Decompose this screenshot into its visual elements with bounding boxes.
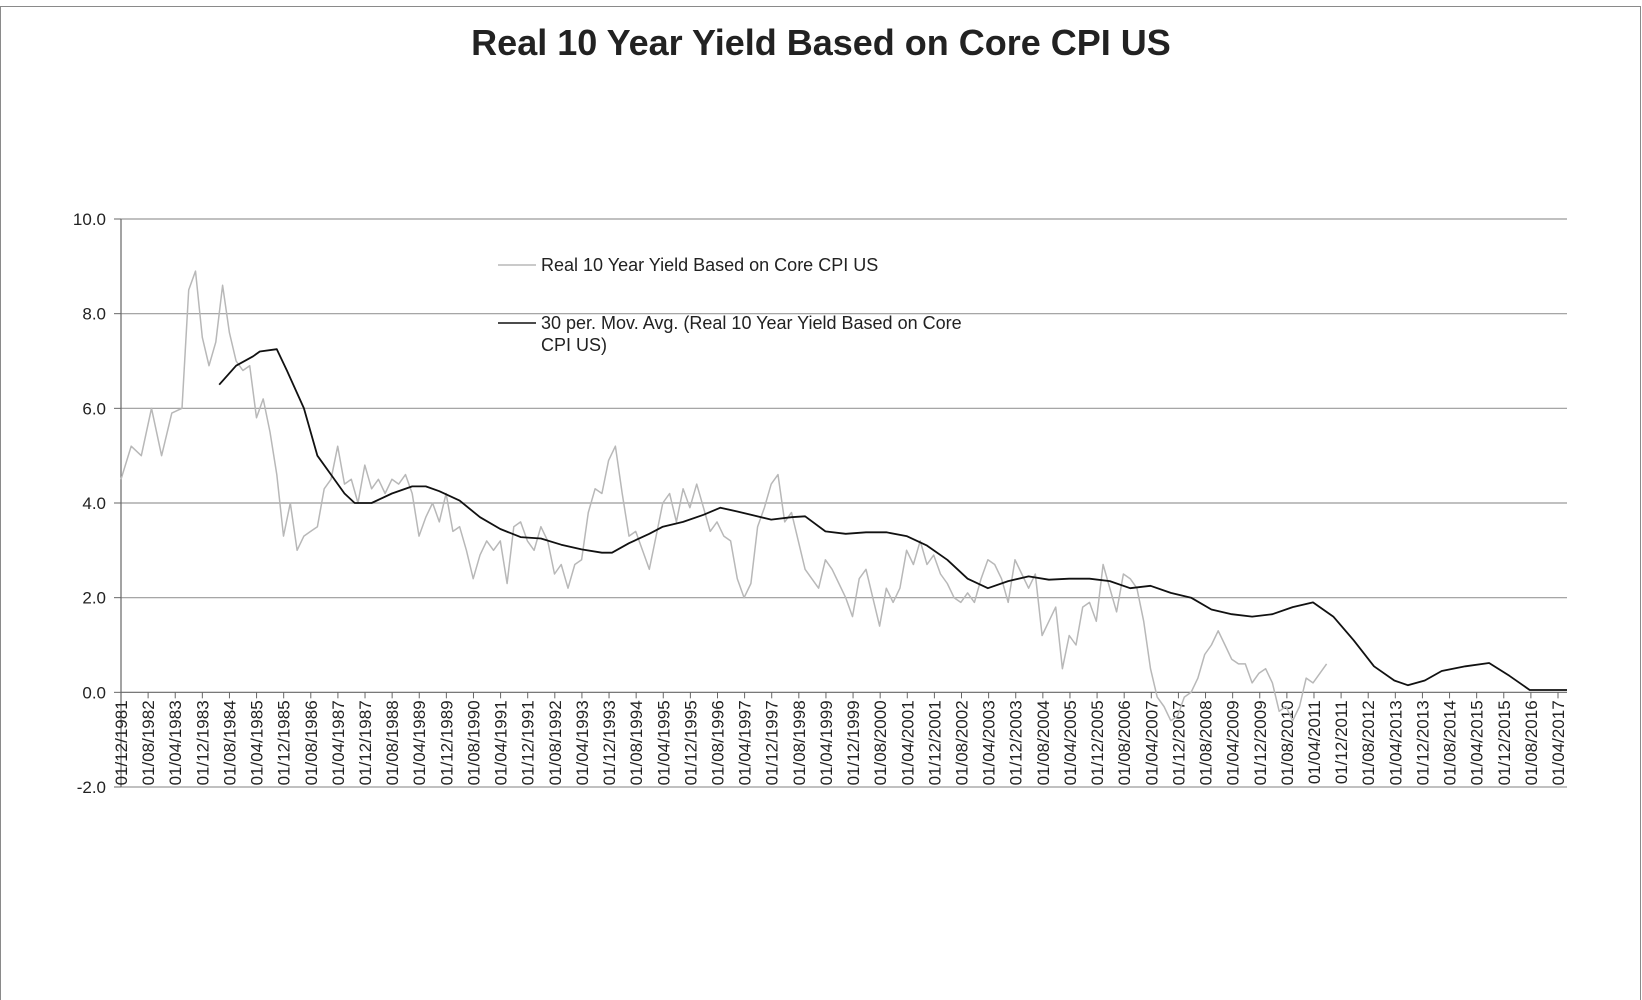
legend-label-moving-average-cont: CPI US) xyxy=(541,335,607,355)
series-moving-average-line xyxy=(218,348,1567,691)
xtick-label-14: 01/04/1991 xyxy=(492,700,511,785)
xtick-label-23: 01/04/1997 xyxy=(736,700,755,785)
xtick-label-37: 01/08/2006 xyxy=(1115,700,1134,785)
xtick-label-51: 01/12/2015 xyxy=(1495,700,1514,785)
xtick-label-20: 01/04/1995 xyxy=(654,700,673,785)
xtick-label-1: 01/08/1982 xyxy=(139,700,158,785)
legend: Real 10 Year Yield Based on Core CPI US … xyxy=(498,255,962,355)
xtick-label-22: 01/08/1996 xyxy=(708,700,727,785)
xtick-label-27: 01/12/1999 xyxy=(844,700,863,785)
xtick-label-38: 01/04/2007 xyxy=(1142,700,1161,785)
xtick-label-36: 01/12/2005 xyxy=(1088,700,1107,785)
ytick-label-1: 8.0 xyxy=(82,305,106,324)
xtick-label-11: 01/04/1989 xyxy=(410,700,429,785)
xtick-label-13: 01/08/1990 xyxy=(464,700,483,785)
xtick-label-30: 01/12/2001 xyxy=(925,700,944,785)
xtick-label-17: 01/04/1993 xyxy=(573,700,592,785)
xtick-label-52: 01/08/2016 xyxy=(1522,700,1541,785)
xtick-label-33: 01/12/2003 xyxy=(1007,700,1026,785)
xtick-label-41: 01/04/2009 xyxy=(1224,700,1243,785)
chart-frame xyxy=(0,6,1641,1000)
xtick-label-40: 01/08/2008 xyxy=(1197,700,1216,785)
xtick-label-32: 01/04/2003 xyxy=(980,700,999,785)
xtick-label-10: 01/08/1988 xyxy=(383,700,402,785)
x-tick-labels: 01/12/1981 01/08/1982 01/04/1983 01/12/1983… xyxy=(112,700,1568,785)
xtick-label-29: 01/04/2001 xyxy=(898,700,917,785)
xtick-label-35: 01/04/2005 xyxy=(1061,700,1080,785)
xtick-label-50: 01/04/2015 xyxy=(1468,700,1487,785)
xtick-label-42: 01/12/2009 xyxy=(1251,700,1270,785)
ytick-label-2: 6.0 xyxy=(82,399,106,418)
xtick-label-12: 01/12/1989 xyxy=(437,700,456,785)
y-tick-labels: 10.0 8.0 6.0 4.0 2.0 0.0 -2.0 xyxy=(73,210,106,797)
xtick-label-47: 01/04/2013 xyxy=(1386,700,1405,785)
xtick-label-44: 01/04/2011 xyxy=(1305,700,1324,784)
xtick-label-43: 01/08/2010 xyxy=(1278,700,1297,785)
xtick-label-0: 01/12/1981 xyxy=(112,700,131,785)
ytick-label-4: 2.0 xyxy=(82,589,106,608)
xtick-label-6: 01/12/1985 xyxy=(275,700,294,785)
xtick-label-5: 01/04/1985 xyxy=(248,700,267,785)
xtick-label-28: 01/08/2000 xyxy=(871,700,890,785)
axes xyxy=(120,219,1567,787)
xtick-label-49: 01/08/2014 xyxy=(1441,700,1460,785)
series-raw-yield-line xyxy=(120,270,1328,722)
chart-title: Real 10 Year Yield Based on Core CPI US xyxy=(471,22,1171,63)
series-lines xyxy=(120,270,1567,722)
legend-label-moving-average: 30 per. Mov. Avg. (Real 10 Year Yield Ba… xyxy=(541,313,962,333)
xtick-label-15: 01/12/1991 xyxy=(519,700,538,785)
ytick-label-3: 4.0 xyxy=(82,494,106,513)
xtick-label-45: 01/12/2011 xyxy=(1332,700,1351,784)
xtick-label-31: 01/08/2002 xyxy=(953,700,972,785)
xtick-label-8: 01/04/1987 xyxy=(329,700,348,785)
ytick-label-6: -2.0 xyxy=(77,778,106,797)
xtick-label-24: 01/12/1997 xyxy=(763,700,782,785)
xtick-label-46: 01/08/2012 xyxy=(1359,700,1378,785)
xtick-label-3: 01/12/1983 xyxy=(193,700,212,785)
xtick-label-53: 01/04/2017 xyxy=(1549,700,1568,785)
xtick-label-34: 01/08/2004 xyxy=(1034,700,1053,785)
xtick-label-7: 01/08/1986 xyxy=(302,700,321,785)
xtick-label-2: 01/04/1983 xyxy=(166,700,185,785)
ytick-label-5: 0.0 xyxy=(82,683,106,702)
xtick-label-21: 01/12/1995 xyxy=(681,700,700,785)
xtick-label-19: 01/08/1994 xyxy=(627,700,646,785)
xtick-label-16: 01/08/1992 xyxy=(546,700,565,785)
ytick-label-0: 10.0 xyxy=(73,210,106,229)
xtick-label-18: 01/12/1993 xyxy=(600,700,619,785)
xtick-label-48: 01/12/2013 xyxy=(1413,700,1432,785)
xtick-label-26: 01/04/1999 xyxy=(817,700,836,785)
legend-label-raw-yield: Real 10 Year Yield Based on Core CPI US xyxy=(541,255,878,275)
xtick-label-39: 01/12/2007 xyxy=(1169,700,1188,785)
xtick-label-25: 01/08/1998 xyxy=(790,700,809,785)
xtick-label-4: 01/08/1984 xyxy=(220,700,239,785)
xtick-label-9: 01/12/1987 xyxy=(356,700,375,785)
